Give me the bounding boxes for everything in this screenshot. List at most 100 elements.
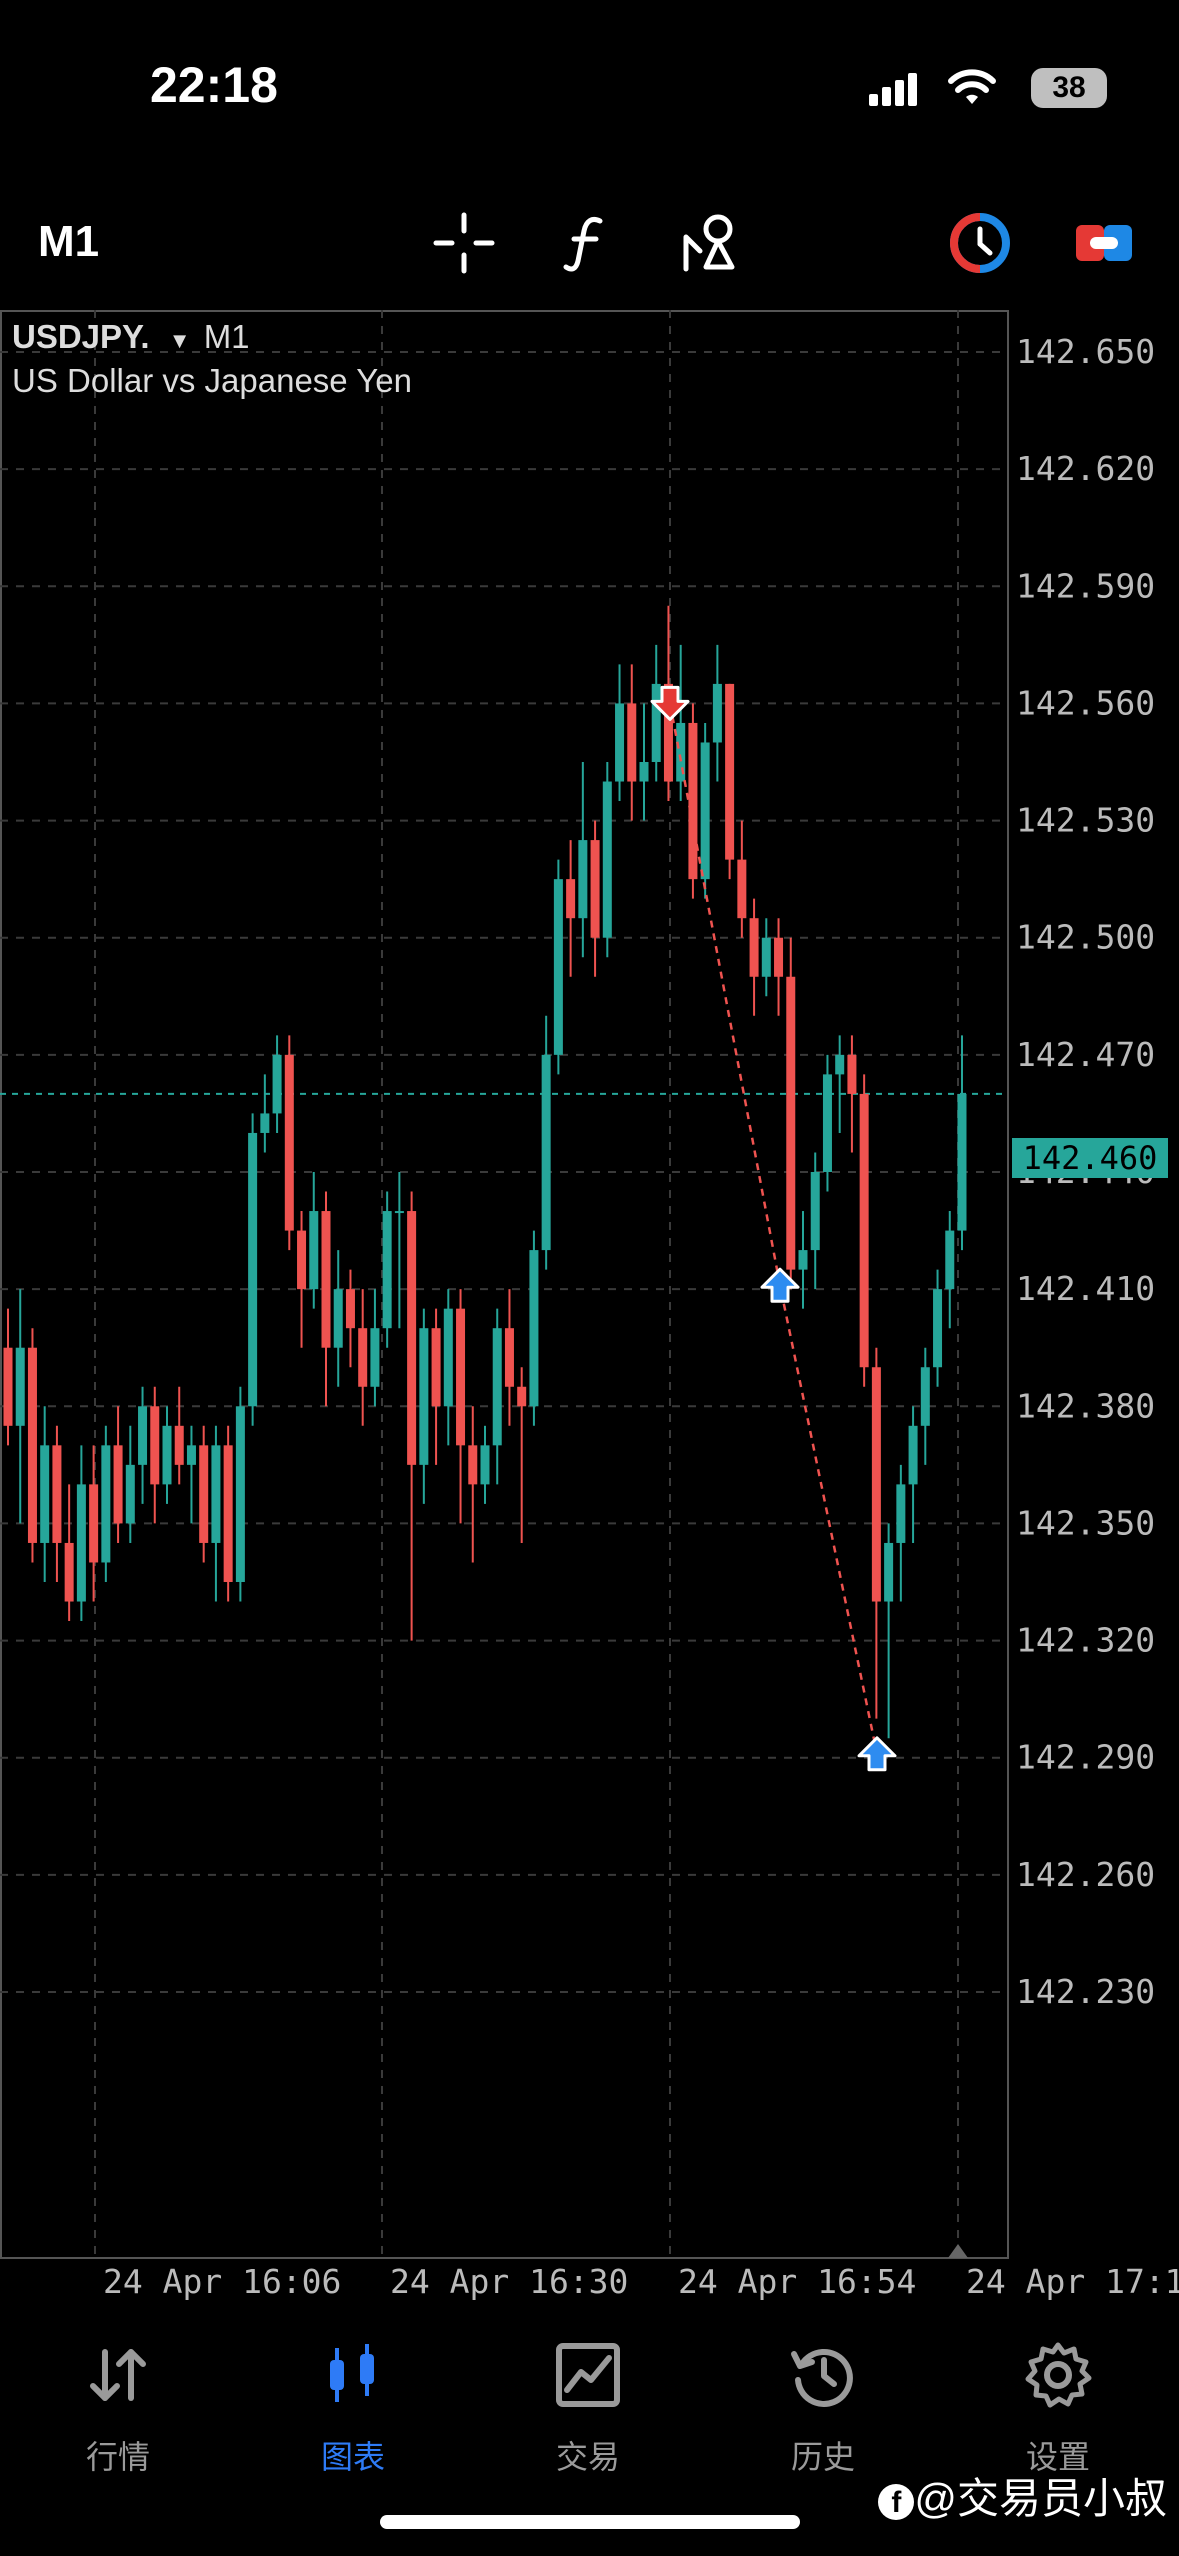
candle [248,1113,258,1426]
status-bar: 22:18 38 [0,0,1179,175]
candle-body [223,1445,233,1582]
one-click-icon[interactable] [1072,211,1136,275]
candle-body [920,1367,930,1426]
candle-body [761,937,771,977]
candle-body [333,1289,343,1348]
price-axis-label: 142.350 [1016,1503,1155,1542]
candle [847,1035,857,1153]
candle [321,1191,331,1407]
price-axis-label: 142.380 [1016,1386,1155,1425]
chart-symbol-header: USDJPY. ▼ M1 [12,318,250,356]
tab-chart[interactable]: 图表 [268,2330,438,2480]
candle-body [566,879,576,919]
tab-settings[interactable]: 设置 [973,2330,1143,2480]
tab-chart-label: 图表 [320,2439,385,2475]
candle [602,762,612,958]
candle-body [419,1328,429,1465]
tab-trade-label: 交易 [555,2439,620,2475]
crosshair-icon[interactable] [432,211,496,275]
symbol-name: USDJPY. [12,318,150,355]
candle-body [725,683,735,860]
tab-history[interactable]: 历史 [738,2330,908,2480]
candle [651,644,661,782]
sell-arrow-icon [650,685,690,721]
candle-body [431,1328,441,1407]
candle-body [786,976,796,1270]
candle [541,1015,551,1270]
candlestick-chart[interactable]: 142.650 142.620 142.590 142.560 142.530 142.5… [0,310,1179,2305]
candle [884,1523,894,1739]
dropdown-arrow-icon[interactable]: ▼ [168,328,191,353]
candle [712,644,722,782]
candle [774,918,784,1016]
indicator-f-icon[interactable] [556,211,620,275]
time-axis-label: 24 Apr 17:18 [966,2262,1179,2301]
candle [272,1035,282,1133]
buy-arrow-icon [760,1267,800,1303]
candle [186,1425,196,1524]
chart-area[interactable]: 142.650 142.620 142.590 142.560 142.530 142.5… [0,310,1179,2305]
candle [284,1035,294,1251]
candle-body [798,1250,808,1270]
candle [835,1035,845,1133]
current-price-tag: 142.460 [1012,1138,1168,1178]
candle [76,1445,86,1622]
candle [822,1054,832,1192]
status-time: 22:18 [150,57,278,113]
candle [590,820,600,977]
candle [810,1152,820,1290]
candle [333,1250,343,1387]
candle-body [186,1445,196,1465]
candle [297,1211,307,1348]
candle-body [700,742,710,880]
scroll-marker-icon [948,2244,968,2258]
battery-indicator: 38 [1031,68,1107,108]
objects-icon[interactable] [680,211,744,275]
price-axis-label: 142.620 [1016,449,1155,488]
candle [639,703,649,821]
candle [871,1347,881,1719]
timeframe-button[interactable]: M1 [38,217,100,266]
candle-body [211,1445,221,1543]
candle [933,1269,943,1387]
candle [615,664,625,802]
candle-body [150,1406,160,1485]
bottom-tab-bar: 行情 图表 交易 历史 设置 [0,2320,1179,2500]
tab-quotes[interactable]: 行情 [33,2330,203,2480]
candle [688,703,698,899]
candle-body [407,1211,417,1465]
candle-body [517,1386,527,1407]
candle [504,1289,514,1426]
candle [162,1406,172,1504]
candle [725,683,735,880]
candle [578,762,588,958]
trade-clock-icon[interactable] [948,211,1012,275]
trade-connection-line [668,703,879,1755]
price-axis-label: 142.560 [1016,683,1155,722]
tab-trade[interactable]: 交易 [503,2330,673,2480]
candle-body [871,1367,881,1602]
home-indicator[interactable] [380,2515,800,2529]
candle [908,1406,918,1543]
candle [358,1289,368,1426]
candle [64,1484,74,1622]
price-axis-label: 142.530 [1016,801,1155,840]
time-axis-label: 24 Apr 16:54 [678,2262,916,2301]
candle-body [235,1406,245,1582]
history-icon [791,2349,853,2407]
price-axis-label: 142.410 [1016,1269,1155,1308]
price-axis-label: 142.230 [1016,1972,1155,2011]
candle-body [15,1347,25,1426]
candle-body [113,1445,123,1524]
candle-body [199,1445,209,1543]
candle [15,1289,25,1524]
chart-timeframe: M1 [203,318,250,355]
candle [101,1425,111,1582]
candle [761,918,771,997]
watermark: f @交易员小叔 [878,2465,1167,2526]
candle [370,1289,380,1407]
candle [492,1308,502,1485]
candle [138,1386,148,1504]
settings-icon [1025,2342,1092,2408]
candle-body [248,1132,258,1407]
